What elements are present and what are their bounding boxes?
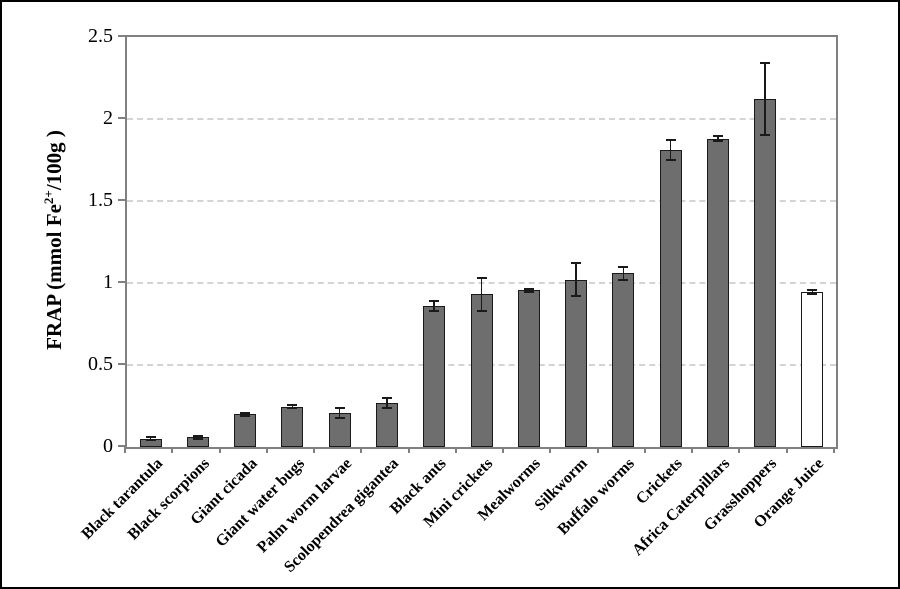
gridline-2 — [127, 118, 836, 120]
bar-giant-cicada — [234, 414, 257, 447]
x-tick-mark-2 — [218, 447, 221, 453]
x-tick-mark-4 — [313, 447, 316, 453]
error-bar-line — [528, 288, 530, 292]
error-bar-cap-bottom — [476, 309, 487, 312]
bar-crickets — [659, 150, 682, 447]
error-bar-cap-top — [665, 139, 676, 142]
bar-black-ants — [423, 305, 446, 447]
bar-buffalo-worms — [612, 273, 635, 447]
plot-area — [125, 35, 838, 449]
error-bar-cap-top — [760, 62, 771, 65]
y-tick-mark-2.5 — [118, 35, 125, 37]
error-bar-line — [480, 278, 483, 311]
error-bar-cap-bottom — [618, 278, 629, 281]
x-tick-mark-12 — [691, 447, 694, 453]
x-tick-mark-5 — [360, 447, 363, 453]
error-bar-cap-top — [145, 436, 156, 439]
x-tick-mark-3 — [265, 447, 268, 453]
error-bar-cap-top — [807, 289, 818, 292]
x-tick-mark-0 — [124, 447, 126, 453]
bar-grasshoppers — [754, 99, 777, 447]
bar-silkworm — [565, 279, 588, 447]
bar-mini-crickets — [470, 294, 493, 447]
error-bar-cap-top — [240, 411, 251, 414]
y-tick-label-0: 0 — [103, 435, 113, 457]
error-bar-cap-bottom — [334, 417, 345, 420]
error-bar-line — [622, 266, 625, 280]
x-tick-mark-15 — [833, 447, 835, 453]
error-bar-line — [669, 140, 672, 160]
error-bar-cap-bottom — [665, 159, 676, 161]
gridline-1.5 — [127, 200, 836, 202]
error-bar-line — [811, 290, 814, 294]
error-bar-cap-bottom — [287, 407, 298, 410]
error-bar-cap-top — [287, 404, 298, 407]
bar-africa-caterpillars — [706, 138, 729, 447]
y-tick-label-2.5: 2.5 — [88, 25, 113, 47]
y-tick-label-1.5: 1.5 — [88, 189, 113, 211]
y-tick-label-1: 1 — [103, 271, 113, 293]
x-category-label-giant-water-bugs: Giant water bugs — [212, 455, 308, 551]
error-bar-cap-bottom — [523, 291, 534, 294]
x-tick-mark-9 — [549, 447, 552, 453]
error-bar-line — [717, 136, 719, 142]
error-bar-cap-bottom — [807, 292, 818, 295]
x-tick-mark-11 — [643, 447, 646, 453]
y-tick-mark-2 — [118, 117, 125, 119]
error-bar-cap-top — [192, 434, 203, 437]
error-bar-cap-bottom — [381, 406, 392, 409]
error-bar-cap-top — [618, 265, 629, 268]
error-bar-line — [291, 405, 294, 409]
error-bar-cap-top — [476, 277, 487, 280]
error-bar-line — [575, 263, 577, 297]
error-bar-cap-bottom — [240, 414, 251, 417]
y-tick-label-0.5: 0.5 — [88, 353, 113, 375]
x-category-label-black-tarantula: Black tarantula — [77, 455, 166, 543]
error-bar-cap-top — [429, 300, 440, 303]
x-tick-mark-14 — [785, 447, 788, 453]
x-tick-mark-6 — [407, 447, 410, 453]
error-bar-line — [433, 301, 435, 311]
error-bar-line — [149, 437, 152, 441]
error-bar-line — [244, 412, 246, 416]
error-bar-line — [764, 63, 766, 136]
error-bar-cap-bottom — [429, 309, 440, 312]
error-bar-cap-bottom — [192, 437, 203, 440]
x-tick-mark-13 — [738, 447, 741, 453]
y-axis-title-suffix: /100g ) — [42, 130, 66, 191]
y-tick-mark-0 — [118, 445, 125, 447]
bar-scolopendrea-gigantea — [375, 402, 398, 447]
x-tick-mark-1 — [171, 447, 174, 453]
bar-giant-water-bugs — [281, 406, 304, 447]
y-tick-mark-1.5 — [118, 199, 125, 201]
error-bar-cap-top — [334, 407, 345, 410]
y-tick-mark-1 — [118, 281, 125, 283]
error-bar-cap-bottom — [145, 439, 156, 442]
x-tick-mark-8 — [502, 447, 505, 453]
x-tick-mark-7 — [454, 447, 457, 453]
y-tick-label-2: 2 — [103, 107, 113, 129]
x-category-label-black-scorpions: Black scorpions — [124, 455, 213, 544]
error-bar-cap-top — [381, 396, 392, 399]
error-bar-cap-bottom — [760, 134, 771, 137]
error-bar-line — [338, 408, 341, 419]
y-axis-title: FRAP (mmol Fe2+/100g ) — [41, 130, 67, 350]
x-tick-mark-10 — [596, 447, 599, 453]
error-bar-cap-top — [712, 135, 723, 138]
bar-orange-juice — [801, 292, 824, 447]
bar-mealworms — [517, 290, 540, 447]
error-bar-line — [197, 435, 199, 439]
error-bar-line — [386, 397, 388, 408]
error-bar-cap-bottom — [712, 140, 723, 143]
error-bar-cap-bottom — [571, 295, 582, 298]
error-bar-cap-top — [571, 262, 582, 265]
error-bar-cap-top — [523, 287, 534, 290]
y-tick-mark-0.5 — [118, 363, 125, 365]
